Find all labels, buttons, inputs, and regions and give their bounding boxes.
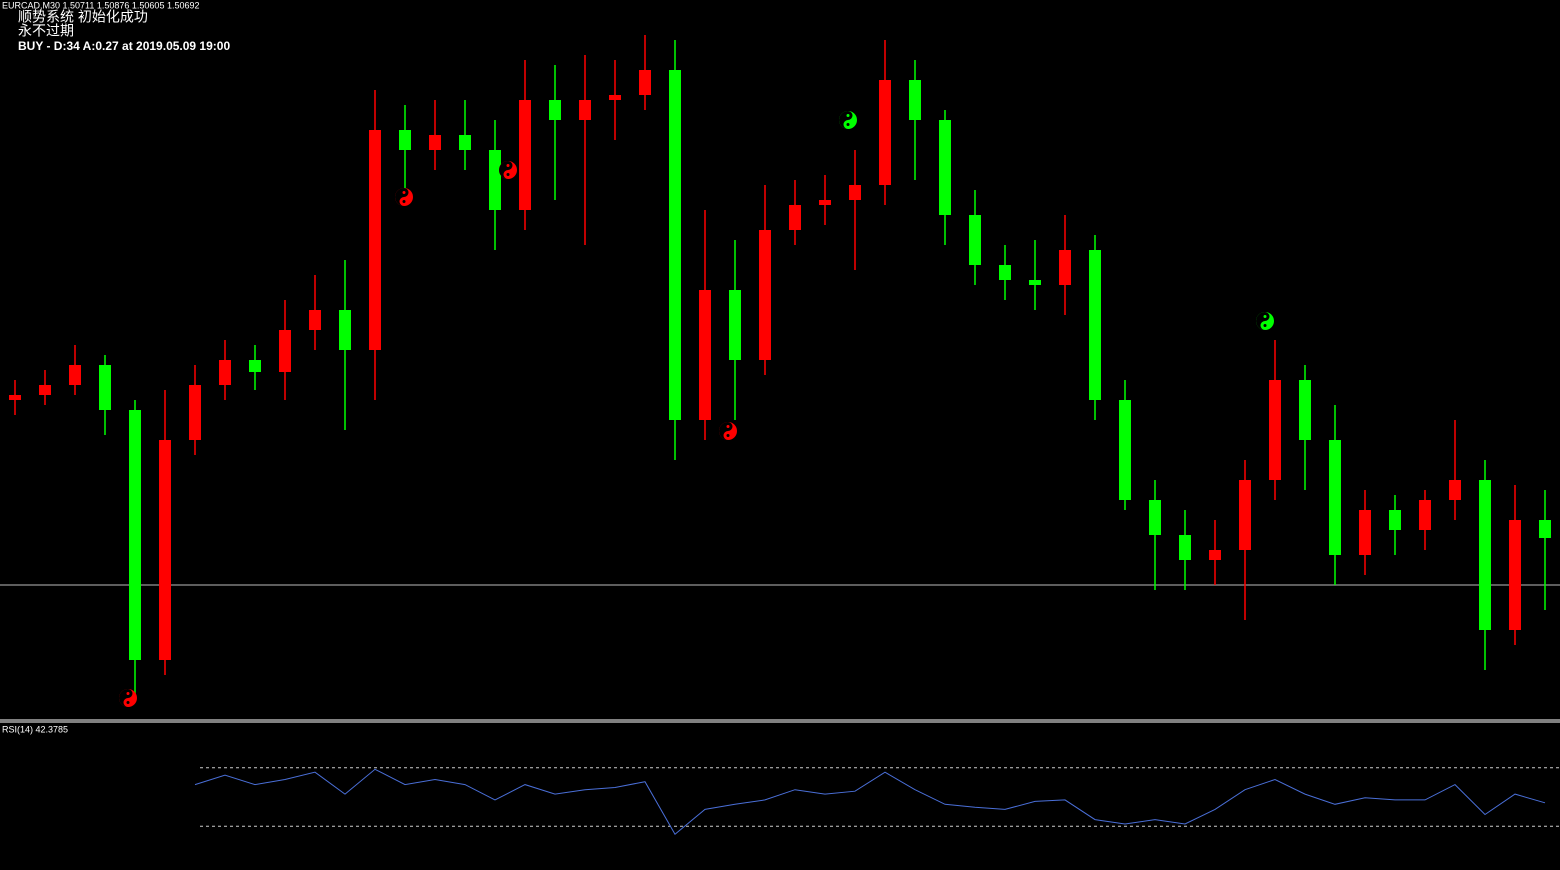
candle-body xyxy=(549,100,561,120)
candle-body xyxy=(519,100,531,210)
candle-body xyxy=(1269,380,1281,480)
status-text: 顺势系统 初始化成功 xyxy=(18,8,148,24)
candle-body xyxy=(759,230,771,360)
signal-icon xyxy=(839,111,857,129)
candle-body xyxy=(159,440,171,660)
candle-body xyxy=(1179,535,1191,560)
candle-body xyxy=(99,365,111,410)
rsi-title: RSI(14) 42.3785 xyxy=(2,724,68,734)
candle-body xyxy=(939,120,951,215)
candle-body xyxy=(1389,510,1401,530)
candle-body xyxy=(579,100,591,120)
candle-body xyxy=(279,330,291,372)
candle-body xyxy=(219,360,231,385)
candle-body xyxy=(849,185,861,200)
candle-body xyxy=(1119,400,1131,500)
signal-icon xyxy=(1256,312,1274,330)
candle-body xyxy=(639,70,651,95)
candle-body xyxy=(1509,520,1521,630)
candle-body xyxy=(1209,550,1221,560)
candle-body xyxy=(1449,480,1461,500)
candle-body xyxy=(1539,520,1551,538)
candle-body xyxy=(999,265,1011,280)
candle-body xyxy=(399,130,411,150)
signal-icon xyxy=(395,188,413,206)
candle-body xyxy=(729,290,741,360)
candle-body xyxy=(1299,380,1311,440)
candle-body xyxy=(489,150,501,210)
candle-body xyxy=(699,290,711,420)
signal-icon xyxy=(499,161,517,179)
candle-body xyxy=(1419,500,1431,530)
candle-body xyxy=(1329,440,1341,555)
candle-body xyxy=(249,360,261,372)
candle-body xyxy=(1089,250,1101,400)
candle-body xyxy=(969,215,981,265)
candle-body xyxy=(39,385,51,395)
candle-body xyxy=(789,205,801,230)
candle-body xyxy=(1479,480,1491,630)
candle-body xyxy=(369,130,381,350)
expiry-text: 永不过期 xyxy=(18,22,74,38)
plot xyxy=(0,35,1560,835)
signal-text: BUY - D:34 A:0.27 at 2019.05.09 19:00 xyxy=(18,39,230,53)
signal-icon xyxy=(719,422,737,440)
candle-body xyxy=(9,395,21,400)
candle-body xyxy=(669,70,681,420)
candle-body xyxy=(339,310,351,350)
candle-body xyxy=(609,95,621,100)
candle-body xyxy=(189,385,201,440)
candle-body xyxy=(909,80,921,120)
candle-body xyxy=(429,135,441,150)
candle-body xyxy=(1029,280,1041,285)
symbol-line: EURCAD,M30 1.50711 1.50876 1.50605 1.506… xyxy=(2,0,199,10)
candle-body xyxy=(1149,500,1161,535)
signal-icons xyxy=(119,111,1274,707)
candle-body xyxy=(129,410,141,660)
signal-icon xyxy=(119,689,137,707)
candle-body xyxy=(819,200,831,205)
candle-body xyxy=(879,80,891,185)
candle-body xyxy=(309,310,321,330)
candle-body xyxy=(1359,510,1371,555)
candle-body xyxy=(1239,480,1251,550)
rsi-line xyxy=(194,768,1546,835)
candle-body xyxy=(1059,250,1071,285)
candle-body xyxy=(459,135,471,150)
candle-body xyxy=(69,365,81,385)
